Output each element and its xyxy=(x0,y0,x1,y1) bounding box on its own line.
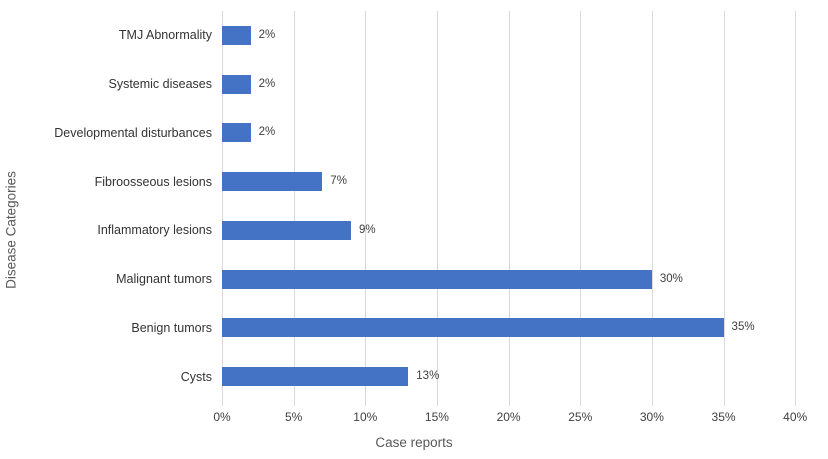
bar-value-label: 2% xyxy=(258,28,276,41)
x-tick-label: 15% xyxy=(424,410,449,424)
x-axis-title: Case reports xyxy=(375,435,453,450)
gridline xyxy=(723,11,725,401)
gridline xyxy=(293,11,295,401)
category-label: Malignant tumors xyxy=(116,272,212,287)
bar-inflammatory-lesions xyxy=(222,220,351,240)
category-label: Systemic diseases xyxy=(108,77,212,92)
bar-value-label: 35% xyxy=(731,321,755,334)
category-label: Fibroosseous lesions xyxy=(94,174,212,189)
gridline xyxy=(508,11,510,401)
gridline xyxy=(436,11,438,401)
x-tick-label: 25% xyxy=(568,410,593,424)
x-tick-label: 35% xyxy=(711,410,736,424)
axis-tick xyxy=(222,401,223,406)
bar-fibroosseous-lesions xyxy=(222,172,323,192)
axis-tick xyxy=(651,401,653,406)
bar-value-label: 13% xyxy=(416,370,440,383)
gridline xyxy=(222,11,223,401)
category-label: Benign tumors xyxy=(131,320,212,335)
bar-value-label: 30% xyxy=(659,272,683,285)
gridline xyxy=(365,11,367,401)
axis-tick xyxy=(436,401,438,406)
gridline xyxy=(651,11,653,401)
gridline xyxy=(580,11,582,401)
x-tick-label: 20% xyxy=(496,410,521,424)
category-label: Inflammatory lesions xyxy=(97,223,212,238)
category-label: Cysts xyxy=(180,369,212,384)
bar-systemic-diseases xyxy=(222,74,251,94)
axis-tick xyxy=(293,401,295,406)
axis-tick xyxy=(795,401,797,406)
axis-tick xyxy=(365,401,367,406)
bar-cysts xyxy=(222,367,409,387)
x-tick-label: 5% xyxy=(284,410,303,424)
bar-value-label: 9% xyxy=(358,223,376,236)
axis-tick xyxy=(580,401,582,406)
bar-benign-tumors xyxy=(222,318,724,338)
axis-tick xyxy=(723,401,725,406)
axis-tick xyxy=(508,401,510,406)
x-tick-label: 0% xyxy=(213,410,231,424)
bar-value-label: 2% xyxy=(258,126,276,139)
category-label: Developmental disturbances xyxy=(54,125,212,140)
category-label: TMJ Abnormality xyxy=(118,28,212,43)
x-tick-label: 40% xyxy=(783,410,808,424)
x-tick-label: 30% xyxy=(639,410,664,424)
y-axis-title: Disease Categories xyxy=(3,171,19,289)
bar-malignant-tumors xyxy=(222,269,652,289)
bar-value-label: 7% xyxy=(330,175,347,188)
bar-value-label: 2% xyxy=(258,77,276,90)
gridline xyxy=(795,11,797,401)
bar-developmental-disturbances xyxy=(222,123,251,143)
x-tick-label: 10% xyxy=(353,410,378,424)
bar-tmj-abnormality xyxy=(222,25,251,45)
